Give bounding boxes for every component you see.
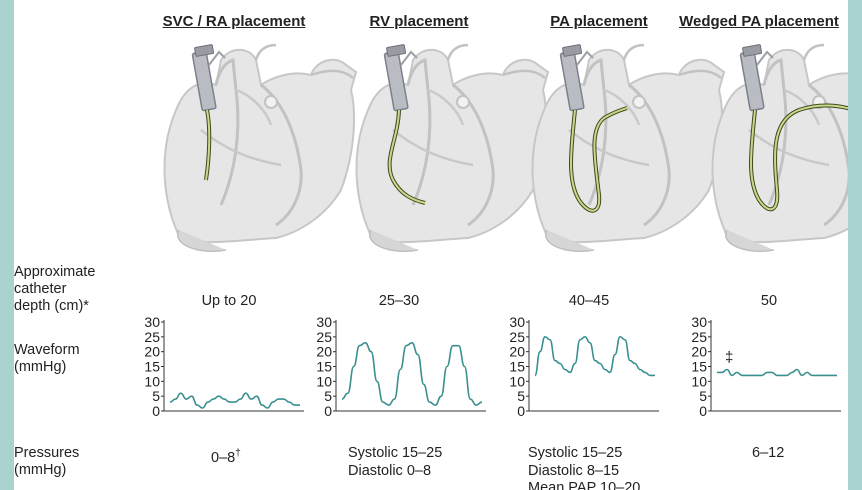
tick-label: 25 — [316, 329, 332, 345]
tick-label: 20 — [509, 344, 525, 360]
waveform-line-rv — [341, 341, 483, 406]
row-label-depth-line-2: catheter — [14, 281, 67, 297]
depth-value-svc-ra: Up to 20 — [201, 293, 257, 309]
depth-value-rv: 25–30 — [378, 293, 420, 309]
pressures-rv-line-1: Systolic 15–25 — [348, 445, 443, 461]
pressures-svc-ra-line-1: 0–8 — [211, 449, 236, 466]
tick-label: 5 — [324, 388, 332, 404]
row-label-waveform: Waveform (mmHg) — [14, 342, 80, 376]
waveform-line-svc-ra — [169, 392, 300, 409]
column-title-pa: PA placement — [550, 13, 648, 30]
heart-wedged-pa — [711, 42, 848, 253]
figure-panel: SVC / RA placement RV placement PA place… — [14, 0, 848, 490]
tick-label: 20 — [316, 344, 332, 360]
pressures-pa-line-3: Mean PAP 10–20 — [528, 480, 641, 490]
row-label-waveform-line-2: (mmHg) — [14, 359, 67, 375]
pressures-wedged-pa: 6–12 — [752, 445, 785, 461]
pressures-pa: Systolic 15–25 Diastolic 8–15 Mean PAP 1… — [528, 445, 640, 490]
row-label-pressures-line-2: (mmHg) — [14, 462, 67, 478]
column-title-svc-ra: SVC / RA placement — [162, 13, 306, 30]
pressures-rv: Systolic 15–25 Diastolic 0–8 — [348, 445, 442, 480]
tick-label: 0 — [324, 403, 332, 419]
pressures-svc-ra: 0–8† — [211, 445, 241, 467]
tick-label: 5 — [152, 388, 160, 404]
row-label-depth: Approximate catheter depth (cm)* — [14, 264, 95, 315]
pressures-pa-line-1: Systolic 15–25 — [528, 445, 623, 461]
tick-label: 15 — [316, 359, 332, 375]
heart-svc-ra — [163, 42, 358, 253]
column-title-rv: RV placement — [369, 13, 469, 30]
tick-label: 15 — [509, 359, 525, 375]
tick-label: 0 — [699, 403, 707, 419]
tick-label: 15 — [691, 359, 707, 375]
tick-label: 5 — [517, 388, 525, 404]
tick-label: 30 — [144, 314, 160, 330]
row-label-pressures: Pressures (mmHg) — [14, 445, 79, 479]
waveform-charts: 0510152025300510152025300510152025300510… — [144, 314, 841, 419]
row-label-depth-line-1: Approximate — [14, 264, 96, 280]
tick-label: 25 — [691, 329, 707, 345]
heart-illustrations — [163, 42, 848, 253]
tick-label: 5 — [699, 388, 707, 404]
tick-label: 10 — [144, 373, 160, 389]
tick-label: 0 — [517, 403, 525, 419]
pressures-rv-line-2: Diastolic 0–8 — [348, 462, 432, 479]
tick-label: 30 — [691, 314, 707, 330]
column-title-wedged-pa: Wedged PA placement — [679, 13, 839, 30]
tick-label: 20 — [144, 344, 160, 360]
heart-pa — [531, 42, 726, 253]
depth-value-wedged-pa: 50 — [760, 293, 778, 309]
tick-label: 10 — [316, 373, 332, 389]
wedge-double-dagger-mark: ‡ — [725, 349, 733, 366]
tick-label: 20 — [691, 344, 707, 360]
pressures-pa-line-2: Diastolic 8–15 — [528, 462, 620, 479]
tick-label: 30 — [316, 314, 332, 330]
waveform-line-pa — [534, 335, 655, 377]
waveform-line-wedged-pa — [717, 368, 837, 377]
row-label-depth-line-3: depth (cm)* — [14, 298, 89, 314]
tick-label: 25 — [144, 329, 160, 345]
dagger-mark: † — [235, 448, 241, 459]
tick-label: 0 — [152, 403, 160, 419]
tick-label: 10 — [691, 373, 707, 389]
row-label-waveform-line-1: Waveform — [14, 342, 80, 358]
heart-rv — [355, 42, 550, 253]
row-label-pressures-line-1: Pressures — [14, 445, 80, 461]
tick-label: 25 — [509, 329, 525, 345]
tick-label: 10 — [509, 373, 525, 389]
depth-value-pa: 40–45 — [568, 293, 610, 309]
tick-label: 15 — [144, 359, 160, 375]
tick-label: 30 — [509, 314, 525, 330]
